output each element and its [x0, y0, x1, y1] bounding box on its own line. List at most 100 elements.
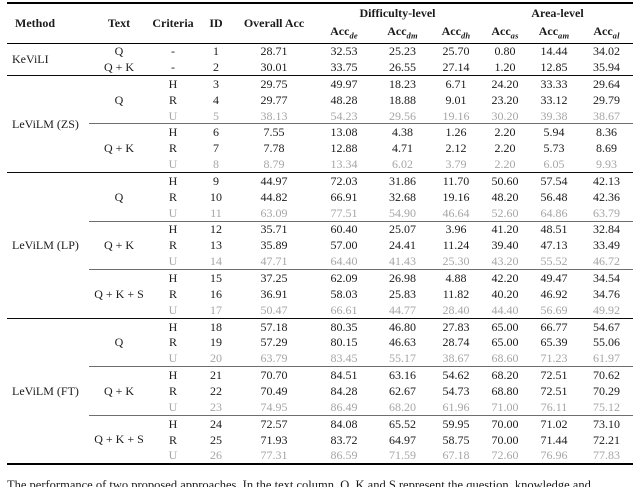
value-cell: 62.09: [313, 269, 375, 286]
value-cell: 33.49: [593, 238, 620, 253]
value-cell: 38.67: [442, 351, 470, 366]
column-header-acc-al: Accal: [593, 24, 620, 41]
value-cell: 55.06: [593, 335, 620, 350]
criteria-cell: R: [168, 189, 177, 204]
value-cell: 41.43: [389, 254, 416, 269]
criteria-cell: U: [168, 108, 178, 123]
value-cell: 44.97: [235, 171, 313, 189]
value-cell: 44.82: [260, 189, 288, 204]
value-cell: 29.56: [389, 108, 416, 123]
value-cell: 63.79: [260, 351, 288, 366]
criteria-cell: -: [171, 60, 175, 75]
criteria-cell: U: [168, 205, 178, 220]
table-caption: The performance of two proposed approach…: [7, 477, 591, 487]
group-header-difficulty-level: Difficulty-level: [359, 5, 436, 20]
table-row: U 23 74.95 86.49 68.20 61.96 71.00 76.11 75.12: [7, 399, 633, 415]
value-cell: 54.90: [389, 205, 416, 220]
criteria-cell: H: [149, 171, 197, 189]
value-cell: 6.05: [543, 157, 565, 172]
text-cell: Q: [114, 44, 124, 59]
value-cell: 61.96: [442, 399, 470, 414]
value-cell: 0.80: [494, 44, 516, 59]
table-row: LeViLM (ZS) Q H 3 29.75 49.97 18.23 6.71 24.20 33…: [7, 74, 634, 173]
value-cell: 72.51: [540, 384, 568, 399]
value-cell: 55.17: [389, 351, 416, 366]
column-header-acc-dm: Accdm: [387, 24, 418, 41]
value-cell: 47.13: [540, 238, 568, 253]
value-cell: 42.13: [580, 171, 634, 189]
value-cell: 62.67: [389, 384, 416, 399]
value-cell: 48.28: [330, 92, 358, 107]
value-cell: 42.20: [482, 269, 528, 286]
value-cell: 70.62: [580, 366, 634, 383]
value-cell: 84.51: [313, 366, 375, 383]
value-cell: 64.86: [540, 205, 568, 220]
value-cell: 44.40: [491, 302, 519, 317]
id-cell: 8: [213, 157, 219, 172]
value-cell: 18.88: [389, 92, 416, 107]
value-cell: 2.20: [482, 123, 528, 141]
value-cell: 3.79: [445, 157, 467, 172]
value-cell: 42.36: [593, 189, 620, 204]
table-row: U 14 47.71 64.40 41.43 25.30 43.20 55.52 46.72: [7, 253, 633, 269]
id-cell: 2: [213, 60, 219, 75]
column-header-acc-am: Accam: [538, 24, 570, 41]
value-cell: 29.75: [235, 74, 313, 92]
value-cell: 4.38: [375, 123, 430, 141]
acc-subheader-row: Accde Accdm Accdh Accas Accam Accal: [7, 22, 633, 43]
value-cell: 38.13: [260, 108, 288, 123]
column-header-acc-as: Accas: [491, 24, 519, 41]
value-cell: 49.92: [593, 302, 620, 317]
value-cell: 7.55: [235, 123, 313, 141]
value-cell: 54.62: [430, 366, 482, 383]
criteria-cell: H: [149, 123, 197, 141]
criteria-cell: U: [168, 157, 178, 172]
criteria-cell: H: [149, 220, 197, 238]
id-cell: 17: [210, 302, 222, 317]
value-cell: 12.88: [330, 141, 358, 156]
value-cell: 26.98: [375, 269, 430, 286]
value-cell: 66.91: [330, 189, 358, 204]
value-cell: 39.40: [491, 238, 519, 253]
value-cell: 46.63: [389, 335, 416, 350]
value-cell: 63.16: [375, 366, 430, 383]
text-cell: Q + K: [103, 60, 135, 75]
value-cell: 29.77: [260, 92, 288, 107]
value-cell: 86.59: [330, 448, 358, 463]
value-cell: 58.75: [442, 432, 470, 447]
value-cell: 28.40: [442, 302, 470, 317]
criteria-cell: H: [149, 269, 197, 286]
table-row: Q + K H 12 35.71 60.40 25.07 3.96 41.20 48.51 32.…: [7, 220, 634, 270]
criteria-cell: H: [149, 366, 197, 383]
id-cell: 13: [210, 238, 222, 253]
value-cell: 54.73: [442, 384, 470, 399]
value-cell: 13.08: [313, 123, 375, 141]
value-cell: 77.83: [593, 448, 620, 463]
value-cell: 49.47: [528, 269, 580, 286]
table-row: R 22 70.49 84.28 62.67 54.73 68.80 72.51 70.29: [7, 383, 633, 399]
table-row: R 19 57.29 80.15 46.63 28.74 65.00 65.39 55.06: [7, 334, 633, 350]
id-cell: 11: [210, 205, 222, 220]
table-row: R 10 44.82 66.91 32.68 19.16 48.20 56.48 42.36: [7, 189, 633, 205]
value-cell: 55.52: [540, 254, 568, 269]
value-cell: 70.00: [491, 432, 519, 447]
value-cell: 59.95: [430, 414, 482, 432]
value-cell: 54.23: [330, 108, 358, 123]
value-cell: 57.18: [235, 317, 313, 335]
value-cell: 5.94: [528, 123, 580, 141]
id-cell: 10: [210, 189, 222, 204]
table-row: Q + K + S H 15 37.25 62.09 26.98 4.88 42.20 49.4…: [7, 269, 634, 319]
value-cell: 26.55: [389, 60, 416, 75]
id-cell: 14: [210, 254, 222, 269]
value-cell: 80.35: [313, 317, 375, 335]
table-row: U 20 63.79 83.45 55.17 38.67 68.60 71.23 61.97: [7, 351, 633, 367]
value-cell: 80.15: [330, 335, 358, 350]
table-row: Q + K - 2 30.01 33.75 26.55 27.14 1.20 12.85 35.9…: [7, 59, 633, 75]
value-cell: 83.72: [330, 432, 358, 447]
method-cell: LeViLM (LP): [7, 172, 89, 319]
value-cell: 29.64: [580, 74, 634, 92]
value-cell: 3.96: [430, 220, 482, 238]
id-cell: 20: [210, 351, 222, 366]
id-cell: 26: [210, 448, 222, 463]
value-cell: 84.08: [313, 414, 375, 432]
